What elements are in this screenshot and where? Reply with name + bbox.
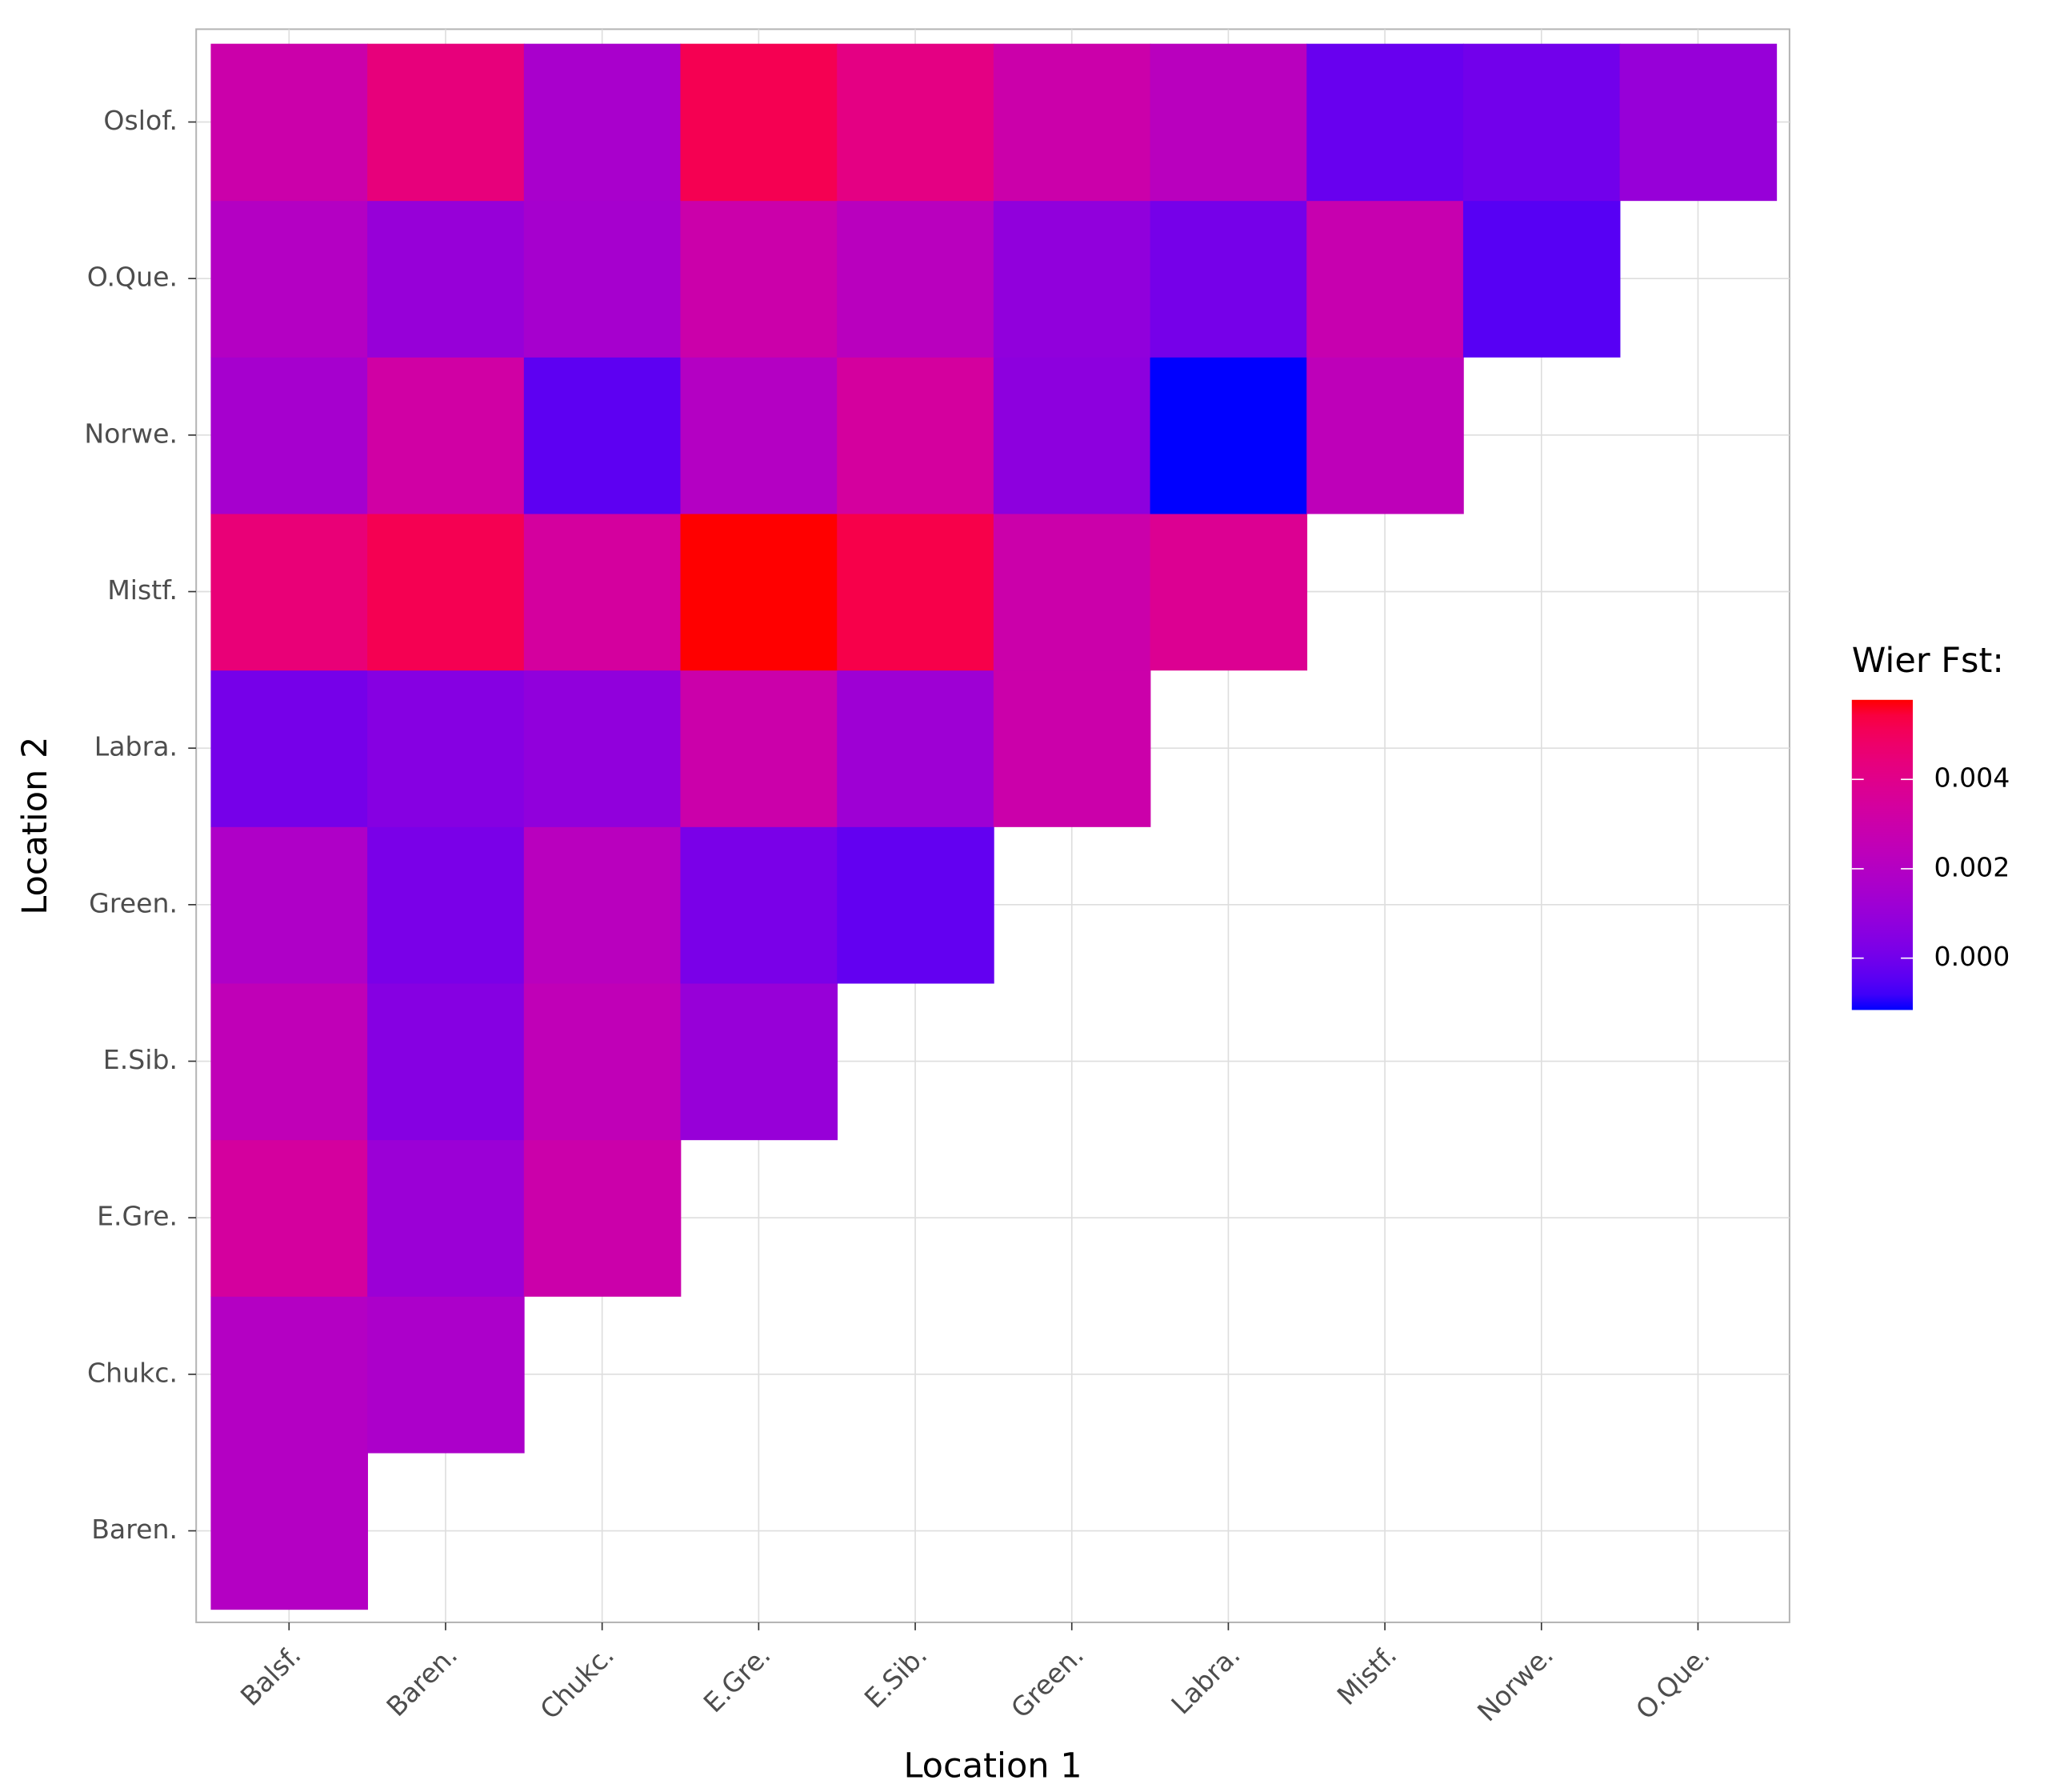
heatmap-cell — [523, 357, 682, 514]
heatmap-cell — [837, 826, 994, 984]
heatmap-cell — [367, 1296, 525, 1454]
heatmap-cell — [210, 826, 368, 984]
heatmap-cell — [1306, 200, 1464, 358]
y-tick-label: Norwe. — [84, 418, 178, 449]
heatmap-cell — [837, 513, 994, 671]
x-tick-label: E.Gre. — [698, 1639, 777, 1718]
colorbar-tick-label: 0.004 — [1934, 762, 2010, 794]
heatmap-cell — [1306, 357, 1464, 514]
heatmap-cell — [523, 826, 682, 984]
y-tick-label: Baren. — [91, 1514, 178, 1545]
heatmap-cell — [523, 1139, 682, 1297]
x-tick-label: Labra. — [1165, 1639, 1246, 1720]
y-tick-label: Mistf. — [107, 574, 178, 606]
x-tick-label: Chukc. — [534, 1639, 620, 1726]
heatmap-cell — [680, 670, 838, 827]
heatmap-cell — [367, 826, 525, 984]
y-axis-title: Location 2 — [15, 737, 55, 915]
heatmap-cell — [1462, 43, 1621, 202]
heatmap-cell — [1150, 513, 1308, 671]
x-tick-label: Norwe. — [1471, 1639, 1559, 1727]
x-tick-label: Balsf. — [234, 1639, 307, 1712]
heatmap-cell — [993, 357, 1151, 514]
heatmap-cell — [367, 357, 525, 514]
heatmap-cell — [210, 982, 368, 1141]
colorbar-tick-label: 0.000 — [1934, 941, 2010, 972]
heatmap-cell — [993, 513, 1151, 671]
heatmap-cell — [1306, 43, 1464, 202]
heatmap-cell — [1462, 200, 1621, 358]
heatmap-cell — [367, 43, 525, 202]
heatmap-cell — [993, 200, 1151, 358]
heatmap-cell — [523, 200, 682, 358]
heatmap-cell — [523, 513, 682, 671]
heatmap-cell — [680, 982, 838, 1141]
heatmap-cell — [837, 200, 994, 358]
heatmap-cell — [523, 982, 682, 1141]
heatmap-cell — [680, 200, 838, 358]
heatmap-cell — [680, 513, 838, 671]
x-tick-label: E.Sib. — [858, 1639, 934, 1714]
y-tick-label: E.Gre. — [97, 1201, 178, 1232]
heatmap-cell — [367, 670, 525, 827]
x-tick-label: Baren. — [380, 1639, 463, 1722]
heatmap-cell — [523, 43, 682, 202]
y-tick-label: E.Sib. — [103, 1044, 178, 1075]
heatmap-cell — [367, 200, 525, 358]
heatmap-cell — [837, 670, 994, 827]
heatmap-cell — [1619, 43, 1778, 202]
heatmap-cell — [1150, 43, 1308, 202]
heatmap-cell — [210, 670, 368, 827]
x-tick-label: Green. — [1005, 1639, 1090, 1724]
heatmap-cell — [1150, 200, 1308, 358]
heatmap-cell — [210, 1452, 368, 1610]
heatmap-cell — [1150, 357, 1308, 514]
heatmap-cell — [993, 43, 1151, 202]
x-tick-label: Mistf. — [1331, 1639, 1403, 1711]
heatmap-cell — [210, 43, 368, 202]
heatmap-cell — [210, 357, 368, 514]
heatmap-cell — [367, 513, 525, 671]
y-tick-label: Oslof. — [103, 105, 178, 136]
y-tick-label: Labra. — [94, 731, 178, 762]
heatmap-cell — [837, 357, 994, 514]
heatmap-cell — [367, 982, 525, 1141]
heatmap-cell — [210, 1139, 368, 1297]
heatmap-cell — [210, 1296, 368, 1454]
x-tick-label: O.Que. — [1630, 1639, 1716, 1726]
heatmap-cell — [993, 670, 1151, 827]
heatmap-cell — [680, 357, 838, 514]
heatmap-cell — [680, 826, 838, 984]
heatmap-cell — [210, 513, 368, 671]
heatmap-cell — [367, 1139, 525, 1297]
x-axis-title: Location 1 — [903, 1746, 1082, 1786]
y-tick-label: Green. — [89, 887, 178, 918]
heatmap-cell — [680, 43, 838, 202]
legend-title: Wier Fst: — [1852, 641, 2004, 681]
heatmap-cell — [837, 43, 994, 202]
colorbar — [1851, 699, 1913, 1010]
y-tick-label: Chukc. — [87, 1357, 178, 1388]
y-tick-label: O.Que. — [87, 262, 178, 293]
heatmap-cell — [523, 670, 682, 827]
colorbar-tick-label: 0.002 — [1934, 851, 2010, 882]
heatmap-cell — [210, 200, 368, 358]
